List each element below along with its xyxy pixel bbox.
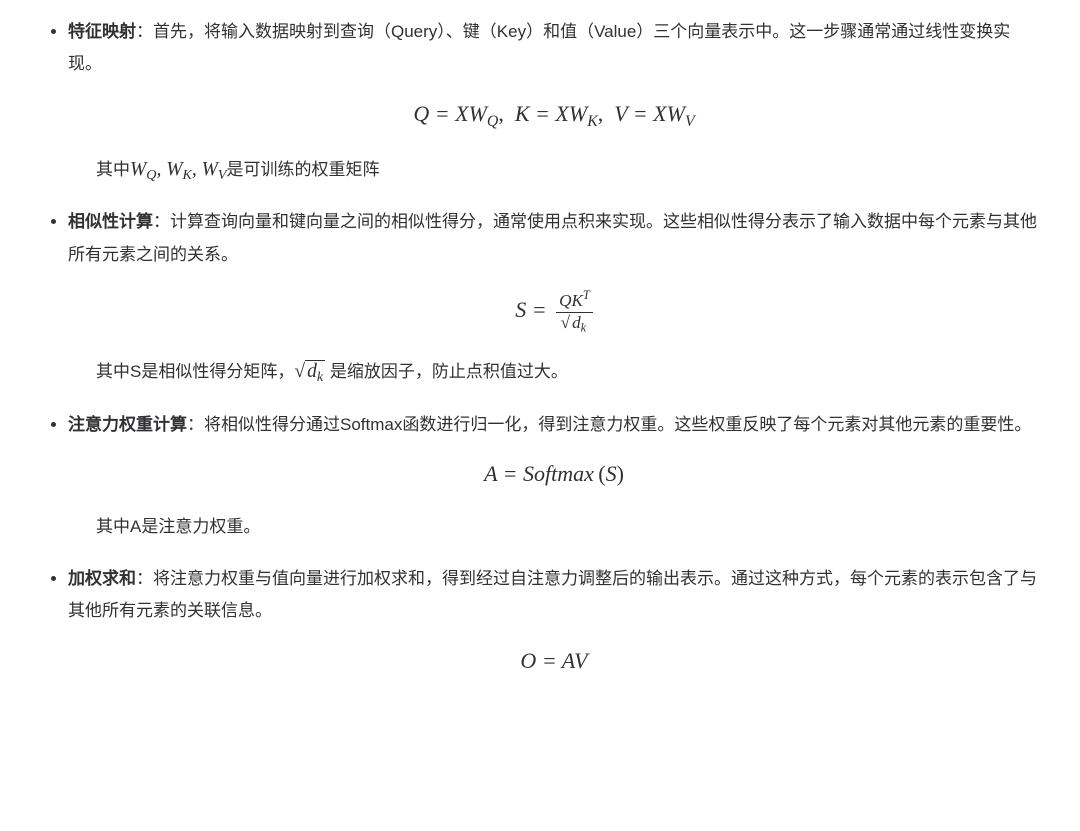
formula: A = Softmax (S) <box>68 459 1040 490</box>
item-body: 将注意力权重与值向量进行加权求和，得到经过自注意力调整后的输出表示。通过这种方式… <box>68 569 1037 620</box>
bullet-list: 特征映射：首先，将输入数据映射到查询（Query）、键（Key）和值（Value… <box>40 16 1040 677</box>
item-title: 相似性计算 <box>68 212 153 231</box>
note-math: √dk <box>294 360 325 382</box>
item-note: 其中WQ, WK, WV是可训练的权重矩阵 <box>96 151 1040 189</box>
list-item: 注意力权重计算：将相似性得分通过Softmax函数进行归一化，得到注意力权重。这… <box>68 409 1040 545</box>
note-pre: 其中A是注意力权重。 <box>96 517 260 536</box>
item-note: 其中S是相似性得分矩阵，√dk 是缩放因子，防止点积值过大。 <box>96 353 1040 391</box>
item-text: 特征映射：首先，将输入数据映射到查询（Query）、键（Key）和值（Value… <box>68 22 1010 73</box>
item-note: 其中A是注意力权重。 <box>96 508 1040 545</box>
note-post: 是可训练的权重矩阵 <box>227 160 380 179</box>
note-pre: 其中S是相似性得分矩阵， <box>96 362 294 381</box>
item-body: 计算查询向量和键向量之间的相似性得分，通常使用点积来实现。这些相似性得分表示了输… <box>68 212 1037 263</box>
note-pre: 其中 <box>96 160 130 179</box>
item-sep: ： <box>136 22 153 41</box>
formula: S = QKT√dk <box>68 289 1040 335</box>
item-title: 注意力权重计算 <box>68 415 187 434</box>
note-math: WQ, WK, WV <box>130 159 227 180</box>
item-body: 将相似性得分通过Softmax函数进行归一化，得到注意力权重。这些权重反映了每个… <box>204 415 1031 434</box>
item-title: 加权求和 <box>68 569 136 588</box>
item-sep: ： <box>136 569 153 588</box>
list-item: 加权求和：将注意力权重与值向量进行加权求和，得到经过自注意力调整后的输出表示。通… <box>68 563 1040 676</box>
item-text: 注意力权重计算：将相似性得分通过Softmax函数进行归一化，得到注意力权重。这… <box>68 415 1031 434</box>
item-sep: ： <box>153 212 170 231</box>
item-text: 相似性计算：计算查询向量和键向量之间的相似性得分，通常使用点积来实现。这些相似性… <box>68 212 1037 263</box>
item-sep: ： <box>187 415 204 434</box>
formula: Q = XWQ, K = XWK, V = XWV <box>68 99 1040 133</box>
item-body: 首先，将输入数据映射到查询（Query）、键（Key）和值（Value）三个向量… <box>68 22 1010 73</box>
note-post: 是缩放因子，防止点积值过大。 <box>325 362 568 381</box>
item-title: 特征映射 <box>68 22 136 41</box>
list-item: 特征映射：首先，将输入数据映射到查询（Query）、键（Key）和值（Value… <box>68 16 1040 188</box>
list-item: 相似性计算：计算查询向量和键向量之间的相似性得分，通常使用点积来实现。这些相似性… <box>68 206 1040 390</box>
formula: O = AV <box>68 646 1040 677</box>
item-text: 加权求和：将注意力权重与值向量进行加权求和，得到经过自注意力调整后的输出表示。通… <box>68 569 1037 620</box>
document-page: 特征映射：首先，将输入数据映射到查询（Query）、键（Key）和值（Value… <box>0 0 1080 725</box>
